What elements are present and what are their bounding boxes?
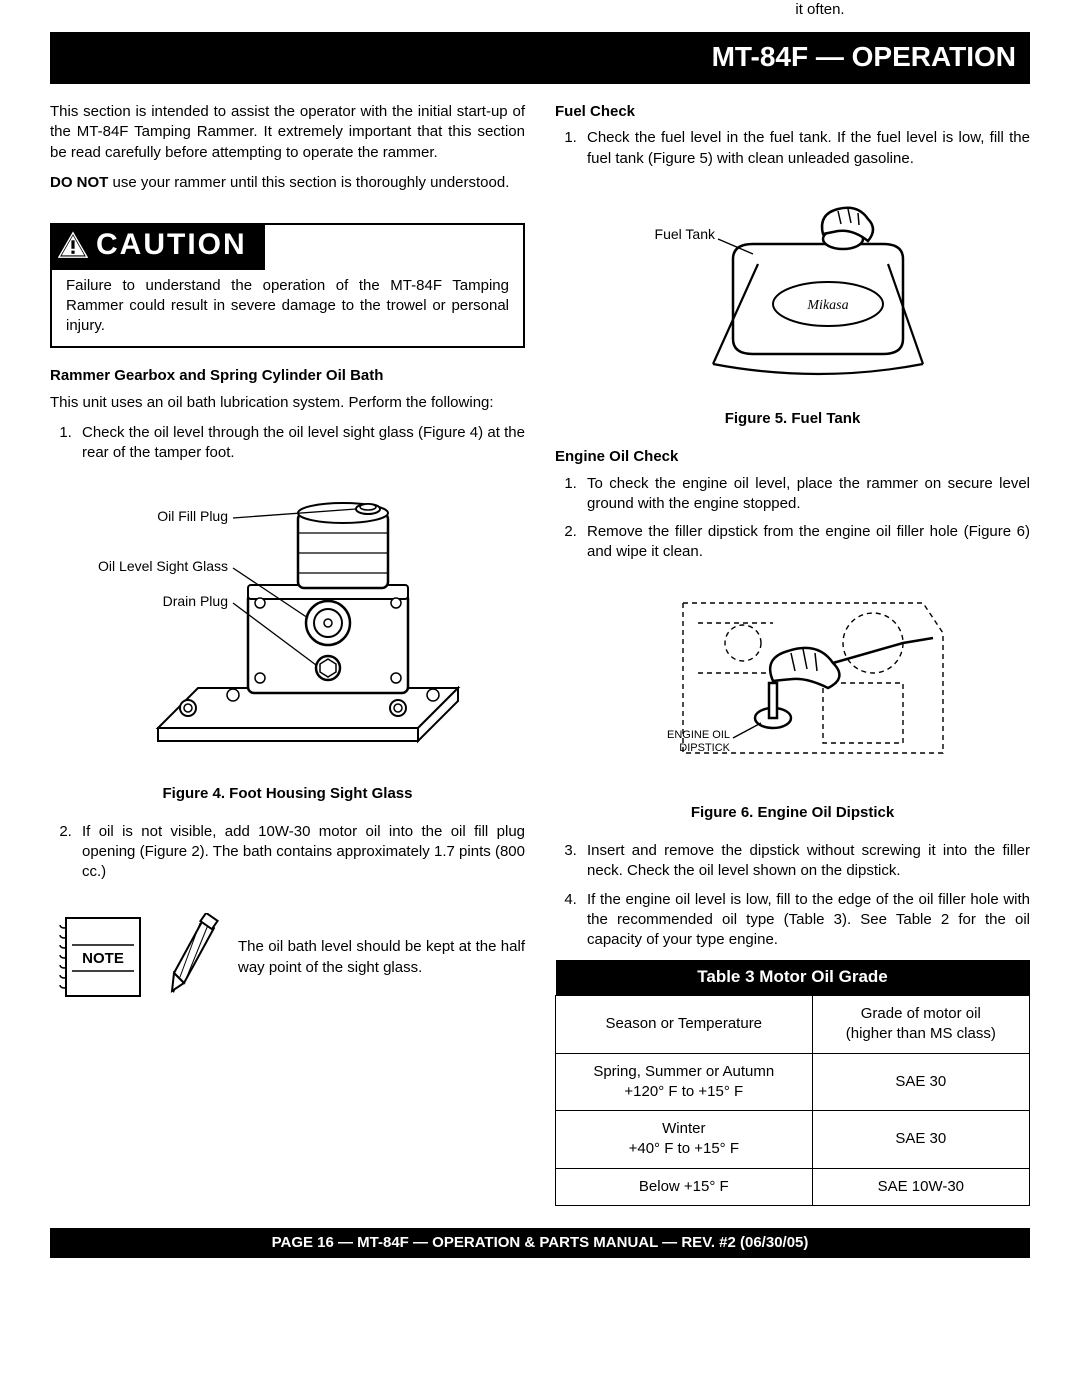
table-title: Table 3 Motor Oil Grade bbox=[556, 960, 1030, 995]
right-column: Fuel Check Check the fuel level in the f… bbox=[555, 102, 1030, 1206]
caution-box: CAUTION Failure to understand the operat… bbox=[50, 223, 525, 348]
engine-step-4: If the engine oil level is low, fill to … bbox=[581, 890, 1030, 951]
figure-5: Mikasa Fuel Tank bbox=[555, 189, 1030, 395]
caution-label: CAUTION bbox=[96, 225, 247, 266]
fig4-label-fillplug: Oil Fill Plug bbox=[157, 508, 228, 524]
fig6-label-2: DIPSTICK bbox=[679, 742, 730, 754]
oilbath-list-2: If oil is not visible, add 10W-30 motor … bbox=[50, 822, 525, 883]
notepad-icon: NOTE bbox=[50, 913, 150, 1003]
figure-6-caption: Figure 6. Engine Oil Dipstick bbox=[555, 803, 1030, 823]
caution-body-text: Failure to understand the operation of t… bbox=[52, 270, 523, 337]
page-top-fragment: it often. bbox=[50, 0, 1030, 20]
engine-list-1: To check the engine oil level, place the… bbox=[555, 474, 1030, 563]
intro-paragraph-2-rest: use your rammer until this section is th… bbox=[108, 174, 509, 191]
figure-4-caption: Figure 4. Foot Housing Sight Glass bbox=[50, 784, 525, 804]
left-column: This section is intended to assist the o… bbox=[50, 102, 525, 1206]
figure-4: Oil Fill Plug Oil Level Sight Glass Drai… bbox=[50, 483, 525, 769]
section-title-bar: MT-84F — OPERATION bbox=[50, 32, 1030, 84]
svg-text:Mikasa: Mikasa bbox=[806, 298, 848, 313]
oilbath-list: Check the oil level through the oil leve… bbox=[50, 423, 525, 464]
engine-step-1: To check the engine oil level, place the… bbox=[581, 474, 1030, 515]
oilbath-intro: This unit uses an oil bath lubrication s… bbox=[50, 393, 525, 413]
subhead-fuel: Fuel Check bbox=[555, 102, 1030, 122]
subhead-engine-oil: Engine Oil Check bbox=[555, 447, 1030, 467]
table-row: Spring, Summer or Autumn+120° F to +15° … bbox=[556, 1053, 1030, 1111]
fig4-label-sightglass: Oil Level Sight Glass bbox=[98, 558, 228, 574]
fig5-label: Fuel Tank bbox=[654, 226, 715, 242]
oilbath-step-2: If oil is not visible, add 10W-30 motor … bbox=[76, 822, 525, 883]
fuel-step-1: Check the fuel level in the fuel tank. I… bbox=[581, 128, 1030, 169]
fig4-label-drainplug: Drain Plug bbox=[162, 593, 227, 609]
warning-triangle-icon bbox=[58, 231, 88, 259]
engine-step-2: Remove the filler dipstick from the engi… bbox=[581, 522, 1030, 563]
table-oil-grade: Table 3 Motor Oil Grade Season or Temper… bbox=[555, 960, 1030, 1206]
engine-step-3: Insert and remove the dipstick without s… bbox=[581, 841, 1030, 882]
pencil-icon bbox=[164, 913, 224, 1003]
intro-paragraph-1: This section is intended to assist the o… bbox=[50, 102, 525, 163]
fig6-label-1: ENGINE OIL bbox=[667, 729, 730, 741]
note-text: The oil bath level should be kept at the… bbox=[238, 937, 525, 978]
intro-paragraph-2: DO NOT use your rammer until this sectio… bbox=[50, 173, 525, 193]
note-row: NOTE The oil bath level should be kept a… bbox=[50, 913, 525, 1003]
table-row: Below +15° F SAE 10W-30 bbox=[556, 1168, 1030, 1205]
note-label: NOTE bbox=[82, 950, 124, 967]
fuel-list: Check the fuel level in the fuel tank. I… bbox=[555, 128, 1030, 169]
caution-header: CAUTION bbox=[50, 223, 265, 270]
figure-6: ENGINE OIL DIPSTICK bbox=[555, 583, 1030, 789]
engine-list-2: Insert and remove the dipstick without s… bbox=[555, 841, 1030, 950]
oilbath-step-1: Check the oil level through the oil leve… bbox=[76, 423, 525, 464]
table-row: Winter+40° F to +15° F SAE 30 bbox=[556, 1111, 1030, 1169]
page-footer-bar: PAGE 16 — MT-84F — OPERATION & PARTS MAN… bbox=[50, 1228, 1030, 1258]
figure-5-caption: Figure 5. Fuel Tank bbox=[555, 409, 1030, 429]
table-head-right: Grade of motor oil (higher than MS class… bbox=[812, 996, 1029, 1054]
subhead-gearbox: Rammer Gearbox and Spring Cylinder Oil B… bbox=[50, 366, 525, 386]
do-not-label: DO NOT bbox=[50, 174, 108, 191]
table-head-left: Season or Temperature bbox=[556, 996, 813, 1054]
